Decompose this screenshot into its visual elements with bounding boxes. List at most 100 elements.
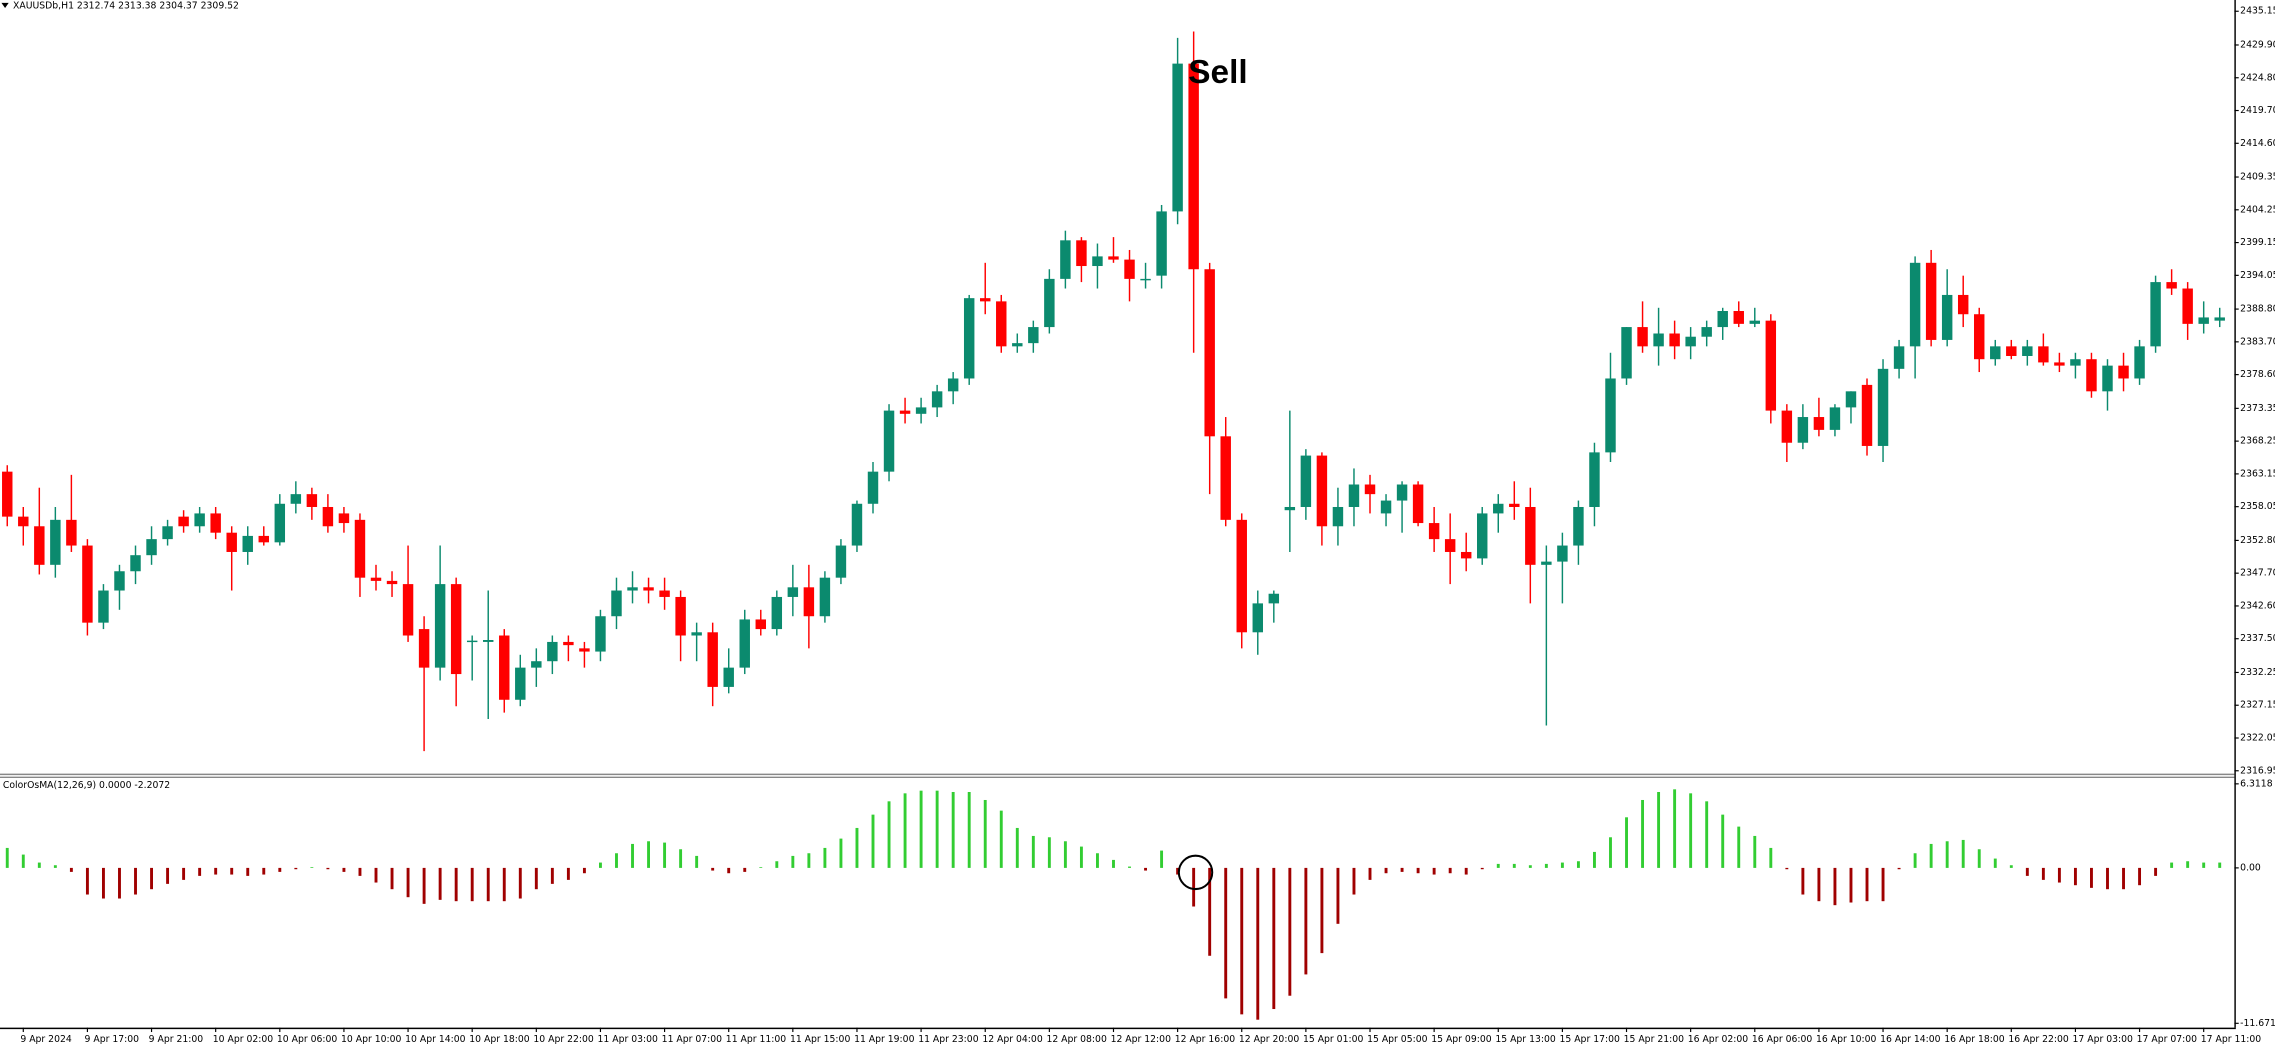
histogram-bar [1705, 801, 1709, 868]
candle-body [611, 590, 622, 617]
candle-body [1477, 513, 1488, 559]
histogram-bar [470, 867, 474, 902]
candle-body [1845, 391, 1857, 408]
candle-body [675, 596, 686, 636]
y-tick-label: 2388.80 [2240, 304, 2275, 315]
candle-body [1829, 407, 1841, 430]
candle-body [1605, 378, 1616, 453]
candle-body [1332, 506, 1344, 527]
candle-body [1909, 262, 1921, 347]
histogram-bar [2041, 867, 2045, 880]
collapse-icon[interactable] [1, 2, 9, 8]
x-tick-label: 10 Apr 10:00 [341, 1034, 402, 1045]
symbol-title: XAUUSDb,H1 [13, 0, 74, 11]
candle-body [2214, 317, 2225, 321]
candle-body [643, 587, 654, 591]
candle-body [50, 519, 61, 565]
histogram-bar [534, 867, 538, 890]
x-tick-label: 11 Apr 11:00 [726, 1034, 787, 1045]
candle-body [2198, 317, 2209, 324]
histogram-bar [1288, 867, 1292, 996]
histogram-bar [118, 867, 121, 899]
histogram-bar [566, 867, 570, 880]
candle-body [2038, 346, 2049, 363]
histogram-bar [1753, 835, 1757, 868]
histogram-bar [1304, 867, 1308, 975]
histogram-bar [1961, 839, 1965, 868]
histogram-bar [342, 867, 346, 872]
histogram-bar [1496, 863, 1500, 868]
candle-body [499, 635, 510, 700]
y-tick-label: 2404.25 [2240, 204, 2275, 215]
candle-body [1813, 417, 1825, 430]
x-tick-label: 15 Apr 09:00 [1431, 1034, 1492, 1045]
candle-body [1140, 278, 1151, 281]
candle-body [1460, 551, 1472, 559]
candle-body [515, 667, 526, 700]
histogram-bar [1769, 847, 1773, 868]
x-tick-label: 17 Apr 07:00 [2137, 1034, 2198, 1045]
candle-body [1573, 506, 1584, 546]
histogram-bar [1576, 861, 1580, 868]
histogram-bar [2122, 867, 2125, 890]
histogram-bar [1160, 850, 1164, 868]
candle-body [787, 587, 799, 597]
histogram-bar [1063, 841, 1067, 868]
candle-body [1797, 417, 1809, 443]
histogram-bar [855, 827, 859, 868]
candle-body [1589, 452, 1600, 507]
candle-body [146, 539, 157, 556]
candle-body [980, 298, 991, 302]
histogram-bar [1031, 835, 1035, 868]
candle-body [1428, 523, 1440, 540]
histogram-bar [406, 867, 410, 898]
candle-body [739, 619, 750, 668]
histogram-bar [1416, 867, 1420, 874]
histogram-bar [1560, 862, 1564, 868]
candle-body [1893, 346, 1905, 369]
candle-body [883, 410, 895, 472]
histogram-bar [454, 867, 458, 902]
histogram-bar [1785, 867, 1789, 870]
histogram-bar [1945, 841, 1949, 868]
x-tick-label: 16 Apr 18:00 [1944, 1034, 2005, 1045]
x-tick-label: 12 Apr 20:00 [1239, 1034, 1300, 1045]
candle-body [531, 661, 542, 668]
candle-body [1364, 484, 1376, 495]
candle-body [1316, 455, 1328, 527]
candle-body [370, 577, 382, 581]
candle-body [354, 519, 366, 578]
candle-body [2070, 359, 2081, 366]
candle-body [1252, 603, 1264, 633]
candle-body [563, 641, 574, 646]
histogram-bar [759, 867, 763, 868]
x-tick-label: 11 Apr 15:00 [790, 1034, 851, 1045]
histogram-bar [1096, 853, 1099, 868]
histogram-bar [727, 867, 731, 874]
y-tick-label: 2316.95 [2240, 765, 2275, 776]
histogram-bar [1689, 793, 1693, 868]
candle-body [1076, 240, 1087, 267]
candle-body [1941, 294, 1953, 340]
x-tick-label: 16 Apr 14:00 [1880, 1034, 1941, 1045]
candle-body [162, 526, 173, 540]
x-tick-label: 12 Apr 08:00 [1046, 1034, 1107, 1045]
y-tick-label: 2327.15 [2240, 700, 2275, 711]
histogram-bar [150, 867, 153, 890]
candle-body [963, 298, 975, 379]
histogram-bar [2218, 862, 2222, 868]
candle-body [659, 590, 670, 597]
histogram-bar [2025, 867, 2029, 876]
candle-body [1124, 259, 1135, 279]
candle-body [130, 555, 141, 572]
candle-body [1300, 455, 1312, 507]
candle-body [771, 596, 783, 630]
candle-body [1557, 545, 1568, 562]
candle-body [1925, 262, 1937, 340]
candle-body [1284, 506, 1296, 511]
histogram-bar [1865, 867, 1869, 902]
candle-body [1396, 484, 1408, 501]
